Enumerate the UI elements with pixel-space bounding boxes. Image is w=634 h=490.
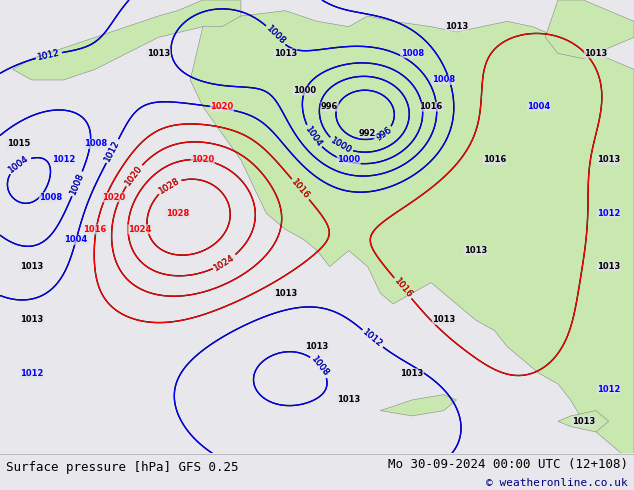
Text: 1012: 1012 (361, 328, 384, 349)
Text: 992: 992 (359, 129, 377, 138)
Text: 1015: 1015 (8, 140, 30, 148)
Text: 1012: 1012 (103, 139, 122, 163)
Text: 1016: 1016 (483, 155, 506, 165)
Text: 1013: 1013 (306, 342, 328, 351)
Text: 1020: 1020 (210, 102, 233, 111)
Text: 1020: 1020 (191, 155, 214, 165)
Text: 1000: 1000 (328, 136, 353, 155)
Text: 1013: 1013 (147, 49, 170, 58)
Text: 1004: 1004 (303, 124, 323, 148)
Text: 1000: 1000 (293, 86, 316, 95)
Text: Mo 30-09-2024 00:00 UTC (12+108): Mo 30-09-2024 00:00 UTC (12+108) (387, 458, 628, 471)
Text: 1013: 1013 (20, 262, 43, 271)
Text: 1013: 1013 (401, 369, 424, 378)
Text: 1012: 1012 (597, 209, 620, 218)
Text: 1012: 1012 (20, 369, 43, 378)
Text: 1004: 1004 (303, 124, 323, 148)
Text: 1008: 1008 (264, 24, 287, 47)
Text: 1008: 1008 (432, 75, 455, 84)
Text: 1013: 1013 (464, 246, 487, 255)
Text: 1013: 1013 (585, 49, 607, 58)
Text: 1013: 1013 (20, 316, 43, 324)
Text: 1000: 1000 (328, 136, 353, 155)
Text: 1028: 1028 (157, 176, 181, 196)
Text: 1008: 1008 (68, 172, 86, 196)
Text: 1004: 1004 (65, 236, 87, 245)
Text: 1016: 1016 (290, 177, 311, 201)
Text: 1008: 1008 (309, 354, 331, 378)
Text: 1028: 1028 (166, 209, 189, 218)
Text: 996: 996 (374, 125, 394, 143)
Text: 1013: 1013 (445, 22, 468, 31)
Text: 1024: 1024 (128, 225, 151, 234)
Text: 1013: 1013 (274, 289, 297, 298)
Text: 1008: 1008 (84, 140, 107, 148)
Text: 1028: 1028 (157, 176, 181, 196)
Text: 1000: 1000 (337, 155, 360, 165)
Text: 1013: 1013 (432, 316, 455, 324)
Text: 1008: 1008 (309, 354, 331, 378)
Text: 1012: 1012 (37, 49, 61, 62)
Text: 1008: 1008 (39, 193, 62, 202)
Text: 1008: 1008 (401, 49, 424, 58)
Text: 1013: 1013 (337, 395, 360, 404)
Text: 1004: 1004 (7, 154, 31, 175)
Text: 1004: 1004 (7, 154, 31, 175)
Text: 1008: 1008 (264, 24, 287, 47)
Text: 1012: 1012 (37, 49, 61, 62)
Text: 1008: 1008 (68, 172, 86, 196)
Text: 1016: 1016 (392, 276, 414, 300)
Text: 1020: 1020 (123, 164, 144, 187)
Text: 1013: 1013 (597, 155, 620, 165)
Text: © weatheronline.co.uk: © weatheronline.co.uk (486, 478, 628, 489)
Text: 1020: 1020 (123, 164, 144, 187)
Text: 1024: 1024 (213, 252, 236, 272)
Text: Surface pressure [hPa] GFS 0.25: Surface pressure [hPa] GFS 0.25 (6, 461, 239, 474)
Text: 1024: 1024 (213, 252, 236, 272)
Text: 1016: 1016 (420, 102, 443, 111)
Text: 1013: 1013 (274, 49, 297, 58)
Text: 1012: 1012 (52, 155, 75, 165)
Text: 1012: 1012 (597, 385, 620, 394)
Text: 1016: 1016 (392, 276, 414, 300)
Text: 996: 996 (374, 125, 394, 143)
Text: 1013: 1013 (597, 262, 620, 271)
Text: 1013: 1013 (572, 417, 595, 426)
Text: 1012: 1012 (103, 139, 122, 163)
Text: 1020: 1020 (103, 193, 126, 202)
Text: 1012: 1012 (361, 328, 384, 349)
Text: 1004: 1004 (527, 102, 550, 111)
Text: 1016: 1016 (290, 177, 311, 201)
Text: 1016: 1016 (84, 225, 107, 234)
Text: 996: 996 (321, 102, 339, 111)
